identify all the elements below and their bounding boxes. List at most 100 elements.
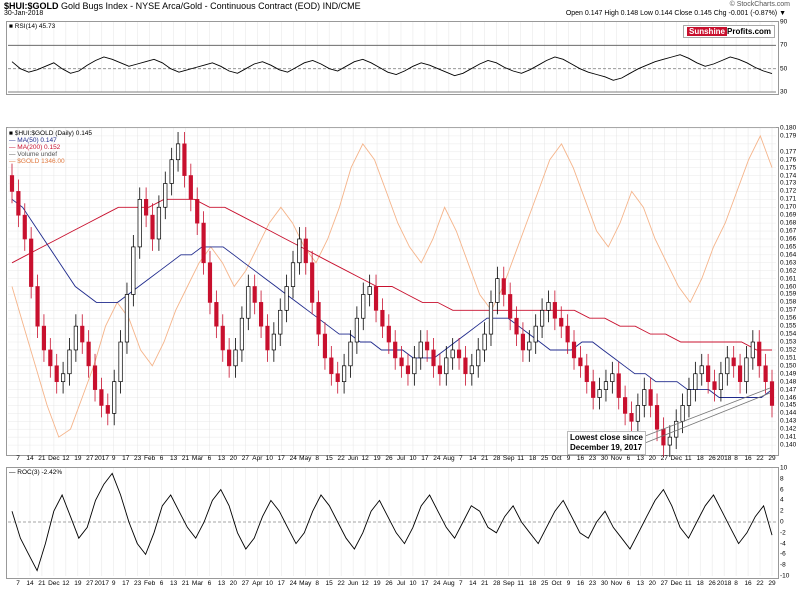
candle-body [686,389,692,406]
x-tick-label-roc: 24 [289,580,297,587]
candle-body [342,365,347,383]
roc-axis-label: 0 [780,518,784,526]
x-tick-label-price: 25 [540,455,549,462]
price-axis-label: 0.141 [780,433,797,441]
candle-body [584,365,589,383]
x-tick-label-roc: 11 [684,580,692,587]
x-tick-label-roc: 8 [734,580,738,587]
x-tick-label-roc: 18 [529,580,537,587]
candle-body [520,333,526,351]
candle-body [757,341,762,367]
x-tick-label-roc: 13 [217,580,226,587]
price-axis-label: 0.150 [780,362,797,370]
candle-body [258,302,264,327]
x-tick-label-roc: 19 [74,580,82,587]
x-tick-label-roc: Jun [347,580,359,587]
roc-legend: — ROC(3) -2.42% [9,469,63,476]
price-axis-label: 0.172 [780,187,797,195]
x-tick-label-price: 23 [588,455,597,462]
x-tick-label-price: 10 [409,455,417,462]
candle-body [559,317,564,327]
x-tick-label-price: 8 [734,455,738,462]
price-axis-label: 0.177 [780,148,797,156]
candle-body [367,286,372,295]
roc-axis-label: 10 [780,464,788,472]
x-tick-label-price: 13 [636,455,644,462]
brand-profits: Profits.com [727,27,772,36]
x-tick-label-roc: 11 [517,580,525,587]
candle-body [488,302,494,335]
x-tick-label-roc: 21 [181,580,190,587]
x-tick-label-roc: 25 [540,580,549,587]
candle-body [654,405,660,430]
price-axis-label: 0.143 [780,417,797,425]
candle-body [361,294,366,319]
price-axis-label: 0.160 [780,283,797,291]
candle-body [623,397,628,414]
candle-body [35,286,40,327]
x-tick-label-roc: 28 [493,580,501,587]
x-tick-label-roc: 27 [241,580,250,587]
candle-body [329,357,334,375]
rsi-axis-label: 90 [780,18,788,26]
x-tick-label-price: 17 [277,455,285,462]
candle-body [597,389,602,398]
x-tick-label-price: 26 [385,455,393,462]
rsi-axis-label: 30 [780,88,788,96]
candle-body [150,214,155,240]
candle-body [67,349,72,375]
x-tick-label-roc: 9 [566,580,571,587]
annotation-line-1: Lowest close since [570,433,643,442]
x-tick-label-price: Jun [347,455,359,462]
candle-body [693,373,698,390]
price-legend-item: — $GOLD 1346.00 [9,158,65,165]
x-tick-label-roc: 12 [361,580,369,587]
x-tick-label-roc: Dec [48,580,60,587]
x-tick-label-roc: 20 [648,580,656,587]
x-tick-label-roc: 13 [169,580,178,587]
x-tick-label-price: 13 [169,455,178,462]
candle-body [22,214,27,240]
x-tick-label-price: 19 [74,455,82,462]
candle-body [603,381,609,390]
x-tick-label-price: 18 [696,455,704,462]
x-tick-label-roc: 19 [373,580,381,587]
candle-body [92,365,98,390]
x-tick-label-roc: 17 [421,580,429,587]
price-axis-label: 0.142 [780,425,797,433]
x-tick-label-roc: 23 [588,580,597,587]
candle-body [763,365,768,383]
candle-body [278,309,283,335]
candle-body [437,365,442,375]
price-axis-label: 0.170 [780,203,797,211]
price-axis-label: 0.151 [780,354,797,362]
x-tick-label-roc: Oct [551,580,562,587]
exchange: IND/CME [322,1,361,11]
candle-body [571,341,577,359]
candle-body [706,365,711,383]
candle-body [476,349,481,367]
candle-body [233,349,238,367]
x-tick-label-price: 23 [134,455,142,462]
candle-body [86,341,91,367]
x-tick-label-roc: 17 [122,580,130,587]
rsi-axis-label: 50 [780,65,788,73]
candle-body [297,238,302,264]
price-axis-label: 0.153 [780,338,797,346]
candle-body [265,325,270,351]
price-axis-label: 0.179 [780,132,797,140]
x-tick-label-price: 8 [315,455,320,462]
ohlc-readout: Open 0.147 High 0.148 Low 0.144 Close 0.… [565,10,786,17]
candle-body [750,341,755,359]
x-tick-label-price: Feb [144,455,156,462]
x-tick-label-price: Oct [551,455,562,462]
x-tick-label-price: 17 [421,455,429,462]
x-tick-label-price: Apr [252,455,263,462]
price-axis-label: 0.169 [780,211,797,219]
candle-body [252,286,257,303]
candle-body [469,365,474,375]
rsi-axis-label: 70 [780,41,788,49]
candle-body [227,349,232,367]
price-axis-label: 0.180 [780,124,797,132]
x-tick-label-price: 26 [708,455,716,462]
